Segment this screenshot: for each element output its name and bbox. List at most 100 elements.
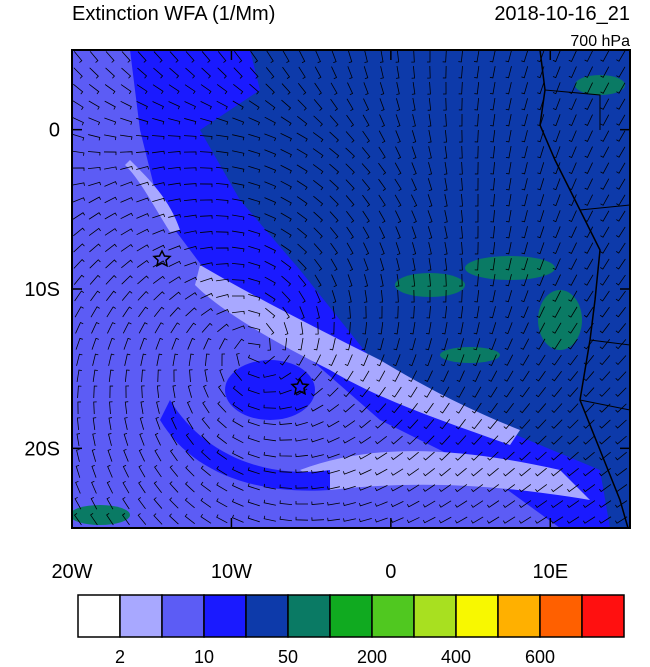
wind-barb xyxy=(600,50,610,62)
wind-barb xyxy=(568,130,577,143)
wind-barb xyxy=(407,419,419,430)
wind-barb xyxy=(247,483,260,491)
wind-barb xyxy=(88,212,102,220)
wind-barb xyxy=(616,114,626,126)
wind-barb xyxy=(428,146,432,159)
wind-barb xyxy=(299,322,304,335)
field-blue xyxy=(160,400,330,491)
wind-barb xyxy=(584,178,593,190)
wind-barb xyxy=(362,114,370,128)
wind-barb xyxy=(137,51,147,63)
wind-barb xyxy=(264,165,277,174)
wind-barb xyxy=(550,516,564,524)
wind-barb xyxy=(121,275,133,285)
wind-barb xyxy=(375,403,387,414)
wind-barb xyxy=(248,326,261,333)
wind-barb xyxy=(89,259,101,269)
wind-barb xyxy=(455,435,467,446)
wind-barb xyxy=(140,401,144,414)
wind-barb xyxy=(263,374,276,378)
wind-barb xyxy=(440,386,450,398)
wind-barb xyxy=(395,66,400,79)
borders xyxy=(544,89,630,411)
wind-barb xyxy=(616,162,626,174)
wind-barb xyxy=(615,242,626,254)
wind-barb xyxy=(125,385,129,399)
wind-barb xyxy=(490,225,496,239)
wind-barb xyxy=(359,419,371,429)
wind-barb xyxy=(215,231,229,236)
title: Extinction WFA (1/Mm) xyxy=(72,3,275,25)
colorbar-box xyxy=(413,594,457,638)
wind-barb xyxy=(345,131,355,143)
wind-barb xyxy=(411,65,416,79)
wind-barb xyxy=(205,353,210,367)
colorbar-label: 2 xyxy=(115,647,125,667)
wind-barb xyxy=(331,66,338,80)
wind-barb xyxy=(599,435,611,445)
wind-barb xyxy=(232,401,244,412)
wind-barb xyxy=(169,449,178,462)
wind-barb xyxy=(567,371,579,382)
wind-barb xyxy=(120,100,132,110)
wind-barb xyxy=(187,337,196,350)
wind-barb xyxy=(151,135,165,140)
wind-barb xyxy=(584,114,593,126)
wind-barb xyxy=(443,113,447,127)
wind-barb xyxy=(615,355,627,366)
wind-barb xyxy=(458,50,464,63)
wind-barb xyxy=(427,194,433,208)
wind-barb xyxy=(439,467,451,477)
wind-barb xyxy=(615,435,627,445)
wind-barb xyxy=(457,338,464,351)
wind-barb xyxy=(264,260,276,270)
wind-barb xyxy=(138,481,146,494)
wind-barb xyxy=(584,162,593,174)
wind-barb xyxy=(247,451,260,459)
wind-barb xyxy=(458,97,463,111)
wind-barb xyxy=(487,419,499,430)
wind-barb xyxy=(459,161,463,175)
wind-barb xyxy=(346,321,351,335)
wind-barb xyxy=(93,385,98,399)
wind-barb xyxy=(263,436,276,442)
wind-barb xyxy=(266,50,274,64)
wind-barb xyxy=(216,433,228,444)
wind-barb xyxy=(72,182,85,186)
wind-barb xyxy=(217,401,227,413)
wind-barb xyxy=(200,481,212,492)
wind-barb xyxy=(344,370,354,382)
wind-barb xyxy=(427,114,432,127)
wind-barb xyxy=(216,294,229,298)
wind-barb xyxy=(361,147,371,159)
wind-barb xyxy=(521,114,528,127)
wind-barb xyxy=(297,83,307,95)
wind-barb xyxy=(311,454,324,458)
wind-barb xyxy=(263,355,275,365)
wind-barb xyxy=(76,353,83,366)
wind-barb xyxy=(75,337,83,350)
wind-barb xyxy=(122,306,133,318)
wind-barb xyxy=(297,243,308,255)
wind-barb xyxy=(216,134,229,140)
wind-barb xyxy=(503,402,514,414)
wind-barb xyxy=(139,417,145,430)
wind-barb xyxy=(390,468,404,476)
wind-barb xyxy=(551,435,563,445)
wind-barb xyxy=(200,513,212,524)
wind-barb xyxy=(232,325,246,331)
wind-barb xyxy=(519,484,532,493)
colorbar-box xyxy=(371,594,415,638)
field-teal xyxy=(575,75,625,95)
wind-barb xyxy=(520,306,529,319)
wind-barb xyxy=(187,385,193,398)
wind-barb xyxy=(584,258,594,270)
wind-barb xyxy=(234,50,243,63)
wind-barb xyxy=(439,484,452,493)
wind-barb xyxy=(107,337,115,350)
wind-barb xyxy=(616,130,626,142)
wind-barb xyxy=(281,99,292,111)
wind-barb xyxy=(296,180,308,191)
wind-barb xyxy=(264,181,277,190)
wind-barb xyxy=(375,386,386,398)
